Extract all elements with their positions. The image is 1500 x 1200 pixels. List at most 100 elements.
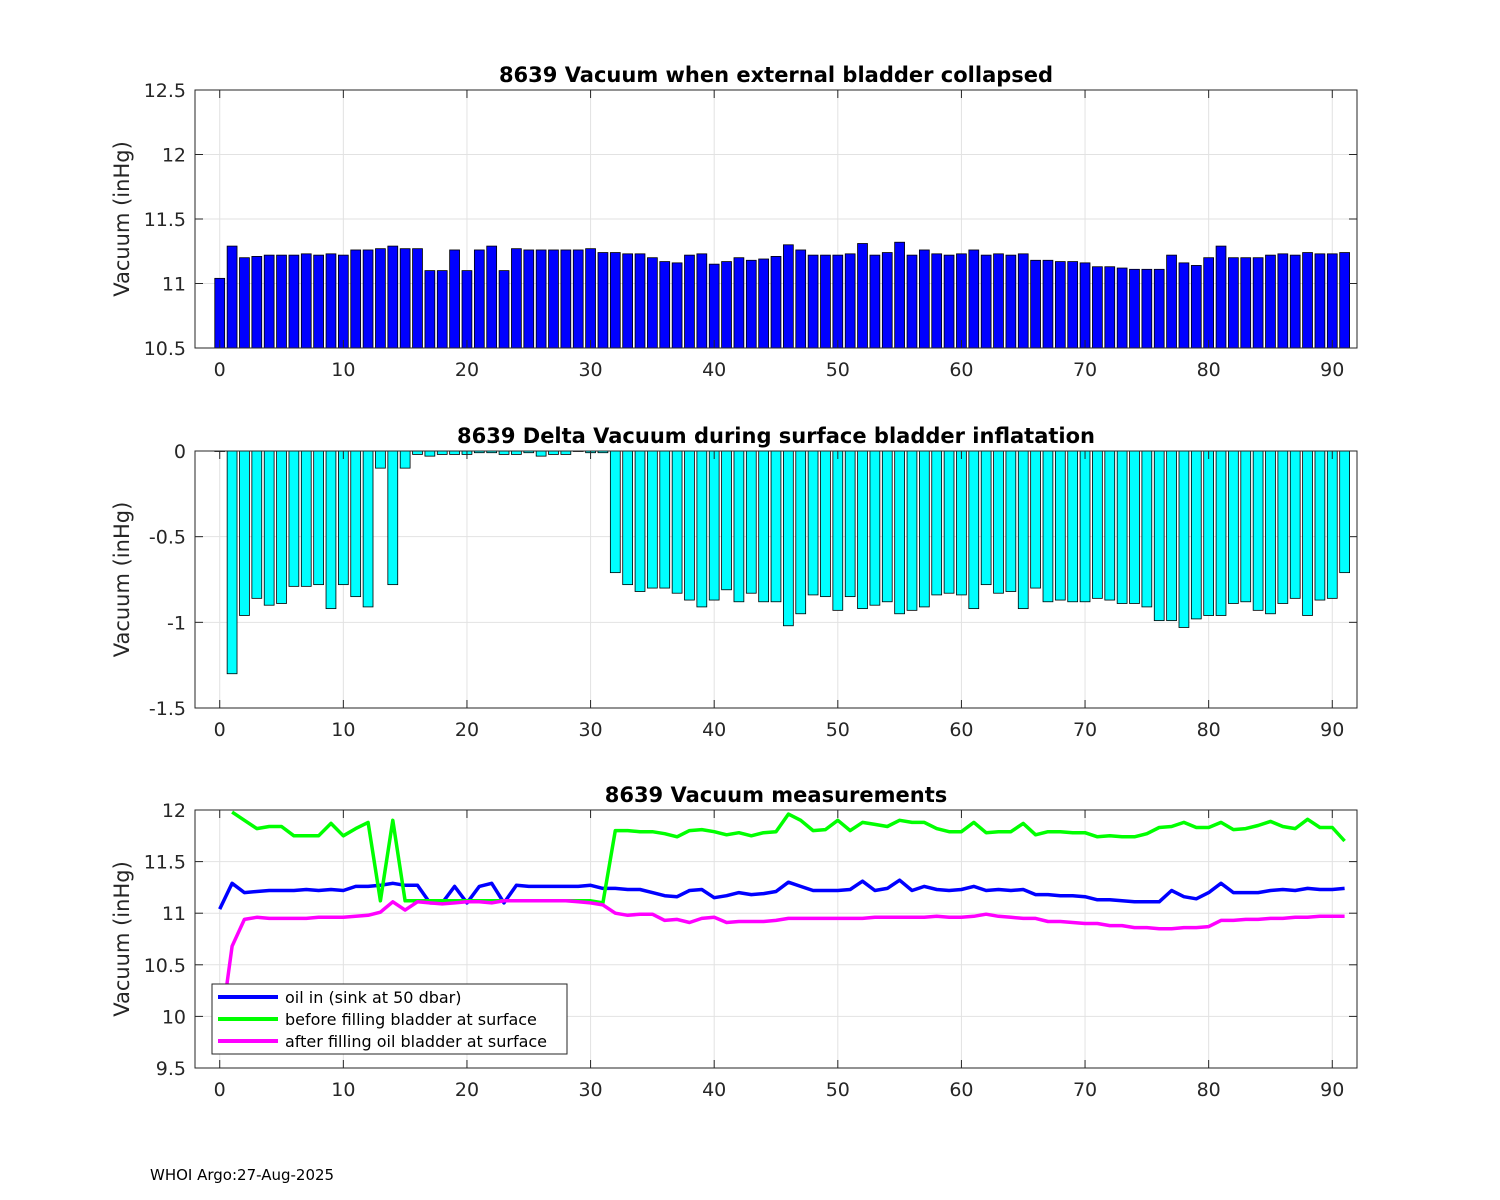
bar xyxy=(758,258,769,349)
bar xyxy=(313,254,324,349)
bar xyxy=(1190,265,1202,349)
bar xyxy=(1215,245,1227,349)
bar xyxy=(807,450,819,596)
x-tick-label: 30 xyxy=(578,719,602,741)
bar xyxy=(844,253,856,349)
bar xyxy=(622,450,634,586)
bar xyxy=(684,254,695,349)
bar xyxy=(1141,268,1153,349)
x-tick-label: 90 xyxy=(1320,359,1344,381)
bar xyxy=(1240,450,1252,603)
bar xyxy=(770,450,782,603)
bar xyxy=(795,249,807,349)
y-tick-label: 10.5 xyxy=(144,955,186,977)
bar xyxy=(783,244,794,349)
bar xyxy=(436,270,448,349)
x-tick-label: 20 xyxy=(455,359,479,381)
bar xyxy=(337,450,349,586)
bar xyxy=(399,450,411,469)
bar xyxy=(486,245,498,349)
bar xyxy=(1203,450,1215,616)
bar xyxy=(214,277,226,349)
y-tick-label: 11 xyxy=(162,274,186,296)
x-tick-label: 60 xyxy=(949,1079,973,1101)
bar xyxy=(894,241,905,349)
bar xyxy=(1302,450,1313,616)
bar xyxy=(832,450,844,611)
bar xyxy=(461,270,473,349)
bar xyxy=(1314,253,1326,349)
bar xyxy=(1252,450,1264,611)
bar xyxy=(548,249,559,349)
x-tick-label: 40 xyxy=(702,1079,726,1101)
x-tick-label: 20 xyxy=(455,1079,479,1101)
bar xyxy=(251,450,263,599)
bar xyxy=(634,253,646,349)
bar xyxy=(968,450,980,610)
bar xyxy=(412,450,423,455)
bar xyxy=(918,249,930,349)
bar xyxy=(1005,254,1017,349)
bar xyxy=(362,450,374,608)
bar xyxy=(659,450,671,589)
bar xyxy=(399,248,411,349)
x-tick-label: 40 xyxy=(702,719,726,741)
y-tick-label: 11.5 xyxy=(144,852,186,874)
bar xyxy=(684,450,695,601)
bar xyxy=(1240,257,1252,349)
x-tick-label: 90 xyxy=(1320,719,1344,741)
bar xyxy=(1129,450,1140,604)
bar xyxy=(424,270,436,349)
bar xyxy=(1079,262,1091,349)
bar xyxy=(424,450,436,457)
legend-label: before filling bladder at surface xyxy=(285,1010,537,1029)
bar xyxy=(239,257,250,349)
bar xyxy=(1092,266,1103,349)
bar xyxy=(844,450,856,598)
y-tick-label: 0 xyxy=(174,441,186,463)
x-tick-label: 30 xyxy=(578,359,602,381)
bar xyxy=(313,450,324,586)
bar xyxy=(1178,450,1190,628)
bar xyxy=(671,450,683,594)
bar xyxy=(1153,268,1165,349)
bar xyxy=(387,450,399,586)
y-axis-label: Vacuum (inHg) xyxy=(110,141,134,297)
bar xyxy=(300,450,312,587)
x-tick-label: 20 xyxy=(455,719,479,741)
bar xyxy=(1265,450,1276,615)
bar xyxy=(622,253,634,349)
bar xyxy=(337,254,349,349)
bar xyxy=(436,450,448,455)
bar xyxy=(498,450,510,455)
bar xyxy=(1166,254,1177,349)
y-axis-label: Vacuum (inHg) xyxy=(110,502,134,658)
bar xyxy=(572,249,584,349)
chart-title: 8639 Delta Vacuum during surface bladder… xyxy=(457,424,1095,448)
y-tick-label: 11 xyxy=(162,903,186,925)
bar xyxy=(956,253,967,349)
bar xyxy=(1017,450,1029,610)
bar xyxy=(535,249,547,349)
y-tick-label: 12.5 xyxy=(144,80,186,102)
bar xyxy=(375,248,386,349)
bar xyxy=(647,257,658,349)
x-tick-label: 80 xyxy=(1197,1079,1221,1101)
bar xyxy=(1079,450,1091,603)
bar xyxy=(993,253,1004,349)
bar xyxy=(857,243,868,349)
bar xyxy=(548,450,559,455)
bar xyxy=(1166,450,1177,622)
y-tick-label: 11.5 xyxy=(144,209,186,231)
bar xyxy=(1067,450,1079,603)
bar xyxy=(696,450,708,608)
x-tick-label: 60 xyxy=(949,359,973,381)
y-tick-label: 10 xyxy=(162,1006,186,1028)
axes-box xyxy=(194,809,1358,1069)
bar xyxy=(511,450,522,455)
bar xyxy=(869,450,881,606)
bar xyxy=(1042,259,1054,349)
bar xyxy=(721,261,732,349)
bar xyxy=(1067,261,1079,349)
